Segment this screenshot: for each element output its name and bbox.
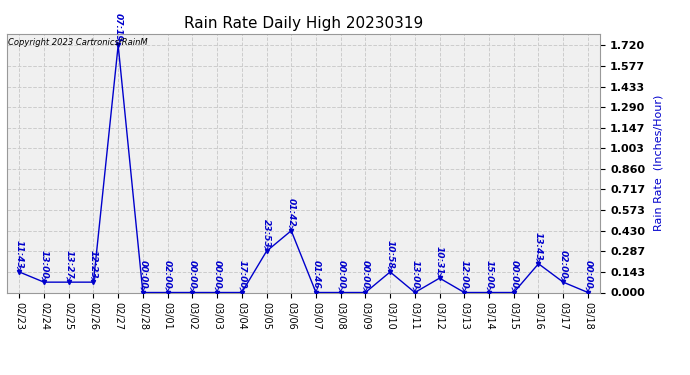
Text: 23:53: 23:53 <box>262 219 271 251</box>
Text: 13:00: 13:00 <box>39 250 48 282</box>
Text: 01:42: 01:42 <box>287 198 296 230</box>
Text: Copyright 2023 Cartronics/RainM: Copyright 2023 Cartronics/RainM <box>8 38 148 46</box>
Y-axis label: Rain Rate  (Inches/Hour): Rain Rate (Inches/Hour) <box>653 95 664 231</box>
Text: 00:00: 00:00 <box>139 260 148 292</box>
Text: 02:00: 02:00 <box>559 250 568 282</box>
Text: 00:00: 00:00 <box>584 260 593 292</box>
Text: 01:46: 01:46 <box>311 260 320 292</box>
Text: 02:00: 02:00 <box>163 260 172 292</box>
Text: 00:00: 00:00 <box>213 260 221 292</box>
Text: 00:00: 00:00 <box>188 260 197 292</box>
Title: Rain Rate Daily High 20230319: Rain Rate Daily High 20230319 <box>184 16 423 31</box>
Text: 13:43: 13:43 <box>534 231 543 263</box>
Text: 17:00: 17:00 <box>237 260 246 292</box>
Text: 12:00: 12:00 <box>460 260 469 292</box>
Text: 15:00: 15:00 <box>484 260 493 292</box>
Text: 07:19: 07:19 <box>114 13 123 45</box>
Text: 00:00: 00:00 <box>336 260 345 292</box>
Text: 00:00: 00:00 <box>509 260 518 292</box>
Text: 11:43: 11:43 <box>14 240 23 271</box>
Text: 00:00: 00:00 <box>361 260 370 292</box>
Text: 13:27: 13:27 <box>64 250 73 282</box>
Text: 13:00: 13:00 <box>411 260 420 292</box>
Text: 10:58: 10:58 <box>386 240 395 271</box>
Text: 12:23: 12:23 <box>89 250 98 282</box>
Text: 10:31: 10:31 <box>435 246 444 278</box>
